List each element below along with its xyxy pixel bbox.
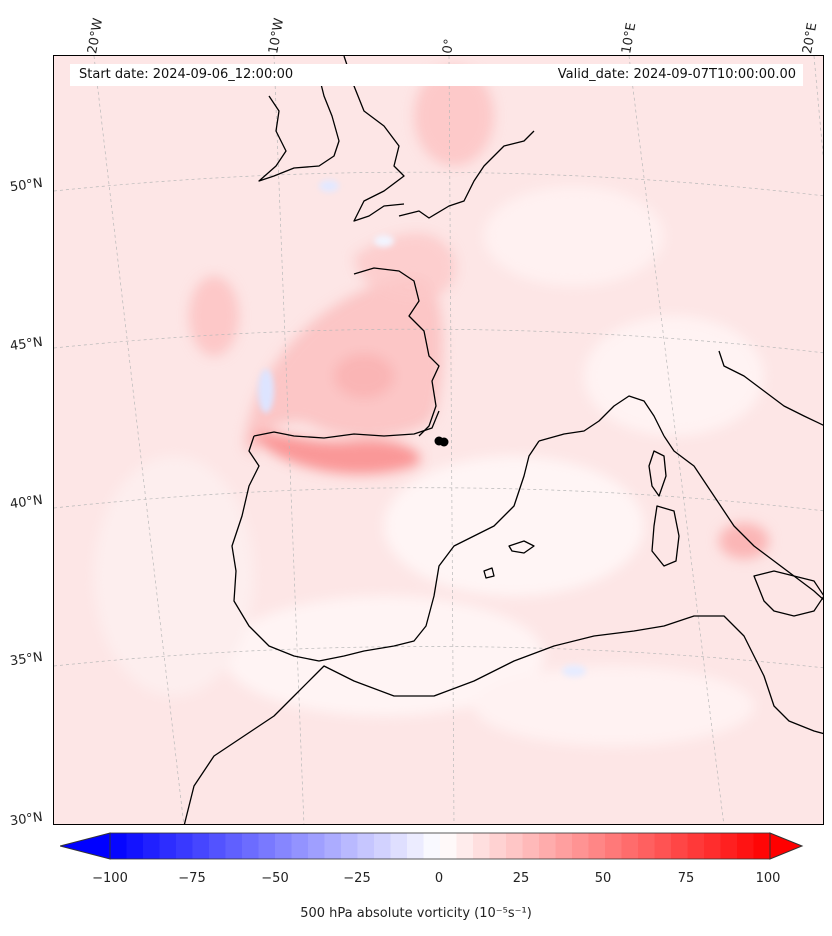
- map-panel[interactable]: [53, 55, 824, 825]
- colorbar-cell: [275, 833, 292, 859]
- lat-label-50n: 50°N: [9, 175, 44, 196]
- colorbar-cell: [291, 833, 309, 859]
- vorticity-map[interactable]: [54, 56, 824, 825]
- lon-label-10w: 10°W: [266, 17, 288, 55]
- colorbar-tick: −50: [261, 871, 289, 886]
- colorbar-cell: [390, 833, 408, 859]
- lon-label-20w: 20°W: [85, 17, 107, 55]
- lat-label-45n: 45°N: [9, 334, 44, 355]
- vorticity-low-patches: [94, 186, 764, 746]
- colorbar-cell: [176, 833, 193, 859]
- colorbar-cell: [621, 833, 639, 859]
- colorbar-cell: [225, 833, 243, 859]
- colorbar-cell: [258, 833, 276, 859]
- colorbar-tick: 50: [594, 871, 612, 886]
- colorbar-cell: [143, 833, 160, 859]
- colorbar-cell: [308, 833, 325, 859]
- colorbar-cell: [605, 833, 622, 859]
- colorbar-cell: [572, 833, 589, 859]
- colorbar-cell: [374, 833, 391, 859]
- colorbar-cell: [324, 833, 342, 859]
- lon-label-20e: 20°E: [800, 21, 821, 56]
- vorticity-high-bands: [189, 66, 769, 559]
- colorbar-cell: [456, 833, 474, 859]
- colorbar-cell: [357, 833, 375, 859]
- colorbar-cell: [489, 833, 507, 859]
- colorbar-tick: −75: [178, 871, 206, 886]
- colorbar-cell: [423, 833, 441, 859]
- colorbar-cell: [753, 833, 771, 859]
- colorbar: [60, 832, 804, 860]
- vorticity-negative-spots: [258, 180, 586, 677]
- colorbar-cell: [555, 833, 573, 859]
- lat-label-40n: 40°N: [9, 492, 44, 513]
- colorbar-tick: −100: [92, 871, 128, 886]
- colorbar-cell: [522, 833, 540, 859]
- colorbar-tick: 100: [755, 871, 781, 886]
- lat-label-30n: 30°N: [9, 809, 44, 830]
- colorbar-cell: [159, 833, 177, 859]
- storm-center-marker[interactable]: [434, 436, 449, 447]
- colorbar-cell: [126, 833, 144, 859]
- colorbar-tick: 75: [677, 871, 695, 886]
- colorbar-cell: [720, 833, 738, 859]
- colorbar-cell: [209, 833, 226, 859]
- coastlines: [183, 56, 823, 824]
- colorbar-cell: [588, 833, 606, 859]
- colorbar-cell: [110, 833, 127, 859]
- colorbar-cell: [341, 833, 358, 859]
- colorbar-cell: [671, 833, 688, 859]
- lat-label-35n: 35°N: [9, 649, 44, 670]
- colorbar-extend-max: [769, 832, 804, 860]
- graticule: [54, 56, 823, 824]
- colorbar-cell: [440, 833, 457, 859]
- colorbar-outline: [109, 832, 771, 860]
- colorbar-label: 500 hPa absolute vorticity (10⁻⁵s⁻¹): [300, 906, 532, 921]
- colorbar-cell: [539, 833, 556, 859]
- colorbar-cell: [192, 833, 210, 859]
- colorbar-cell: [506, 833, 523, 859]
- colorbar-tick: 0: [434, 871, 444, 886]
- lon-label-0: 0°: [440, 37, 458, 55]
- colorbar-tick: 25: [512, 871, 530, 886]
- header-background: [70, 64, 803, 86]
- colorbar-cell: [687, 833, 705, 859]
- colorbar-cell: [638, 833, 655, 859]
- valid-date-label: Valid_date: 2024-09-07T10:00:00.00: [557, 67, 796, 82]
- start-date-label: Start date: 2024-09-06_12:00:00: [79, 67, 294, 82]
- colorbar-cell: [654, 833, 672, 859]
- colorbar-extend-min: [60, 832, 111, 860]
- colorbar-cell: [242, 833, 259, 859]
- colorbar-tick: −25: [343, 871, 371, 886]
- colorbar-cell: [737, 833, 754, 859]
- lon-label-10e: 10°E: [619, 21, 640, 56]
- colorbar-cell: [704, 833, 721, 859]
- colorbar-cell: [473, 833, 490, 859]
- colorbar-cell: [407, 833, 424, 859]
